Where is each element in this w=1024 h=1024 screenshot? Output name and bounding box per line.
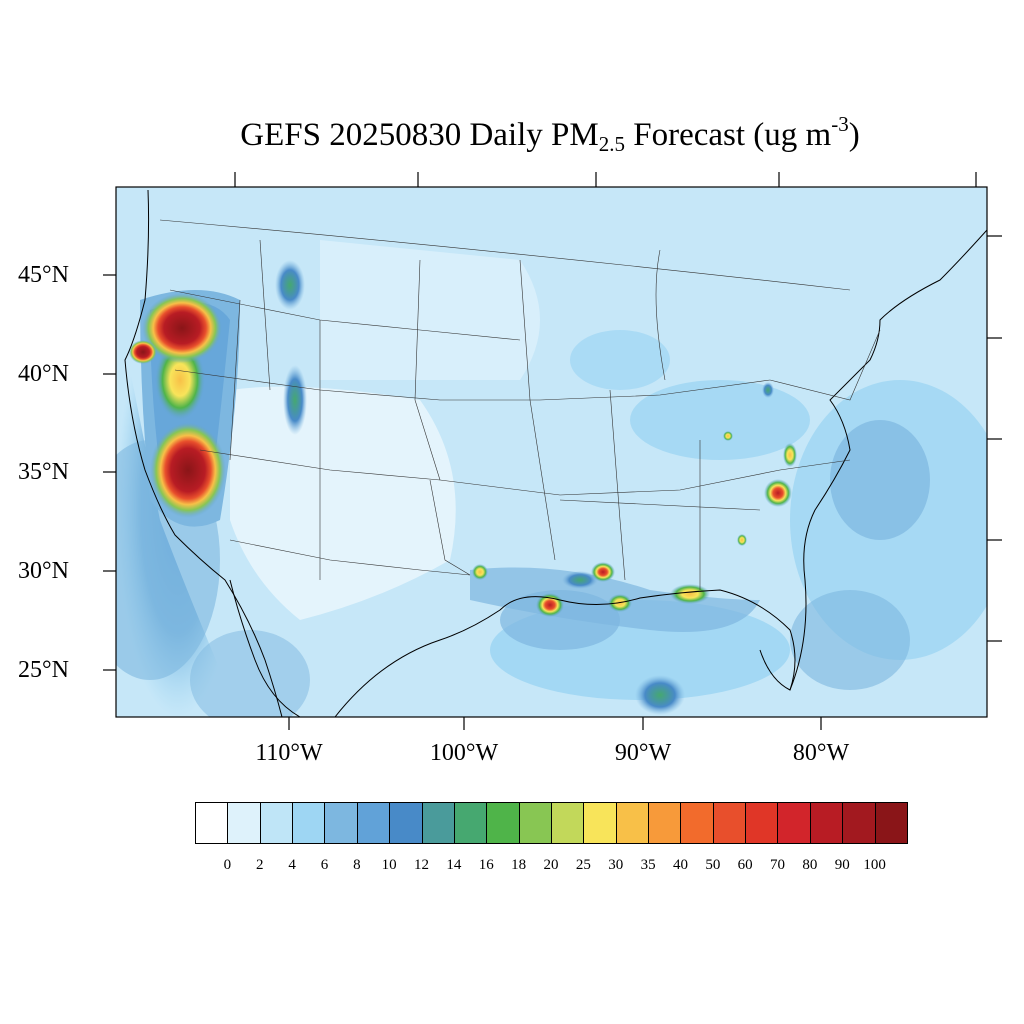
colorbar-swatch — [648, 802, 682, 844]
map-frame — [115, 186, 988, 718]
lat-label-45n: 45°N — [18, 262, 69, 288]
colorbar-swatch — [874, 802, 908, 844]
state-borders — [159, 219, 881, 590]
northern-california-fire — [150, 422, 226, 518]
map-title: GEFS 20250830 Daily PM2.5 Forecast (ug m… — [240, 112, 860, 156]
colorbar-label: 30 — [608, 857, 624, 873]
colorbar-swatch — [518, 802, 552, 844]
colorbar-label: 0 — [223, 857, 232, 873]
colorbar-swatch — [486, 802, 520, 844]
lon-label-90w: 90°W — [614, 740, 672, 766]
colorbar-label: 20 — [543, 857, 559, 873]
colorbar-swatch — [680, 802, 714, 844]
california-coast-fire — [129, 340, 157, 364]
colorbar-label: 50 — [705, 857, 721, 873]
colorbar-label: 4 — [288, 857, 296, 873]
colorbar-label: 100 — [863, 857, 886, 873]
colorbar-swatch — [324, 802, 358, 844]
colorbar-swatch — [842, 802, 876, 844]
colorbar-swatch — [356, 802, 391, 844]
colorbar-label: 10 — [381, 857, 397, 873]
colorbar-swatch — [227, 802, 261, 844]
colorbar-swatch — [809, 802, 844, 844]
colorbar-label: 16 — [478, 857, 494, 873]
colorbar-label: 90 — [834, 857, 850, 873]
colorbar-swatch — [195, 802, 229, 844]
alabama-gulf-hotspot — [670, 584, 710, 604]
colorbar-label: 60 — [737, 857, 753, 873]
coastlines — [124, 189, 987, 717]
colorbar-label: 12 — [414, 857, 430, 873]
colorbar-swatch — [453, 802, 488, 844]
lat-label-25n: 25°N — [18, 657, 69, 683]
colorbar-label: 2 — [255, 857, 264, 873]
louisiana-east-hotspot — [591, 562, 615, 582]
lat-label-30n: 30°N — [18, 558, 69, 584]
map-field — [116, 187, 987, 717]
lon-label-80w: 80°W — [792, 740, 850, 766]
colorbar-swatch — [389, 802, 423, 844]
colorbar-label: 14 — [446, 857, 462, 873]
colorbar-swatch — [259, 802, 294, 844]
lat-label-40n: 40°N — [18, 361, 69, 387]
colorbar-label: 18 — [511, 857, 527, 873]
colorbar-swatch — [421, 802, 455, 844]
colorbar-label: 8 — [353, 857, 361, 873]
colorbar-label: 70 — [770, 857, 786, 873]
lat-label-35n: 35°N — [18, 459, 69, 485]
colorbar-label: 80 — [802, 857, 818, 873]
south-carolina-hotspot — [764, 479, 792, 507]
lon-label-100w: 100°W — [429, 740, 499, 766]
colorbar-label: 40 — [672, 857, 688, 873]
oregon-fire — [142, 293, 222, 363]
colorbar-swatch — [550, 802, 585, 844]
colorbar-swatch — [583, 802, 617, 844]
axis-ticks — [103, 172, 1002, 730]
colorbar-swatch — [712, 802, 747, 844]
lon-label-110w: 110°W — [255, 740, 323, 766]
colorbar-swatch — [615, 802, 650, 844]
colorbar-label: 6 — [320, 857, 329, 873]
colorbar-swatch — [292, 802, 326, 844]
colorbar-label: 25 — [575, 857, 591, 873]
colorbar — [195, 802, 908, 844]
colorbar-swatch — [777, 802, 811, 844]
colorbar-label: 35 — [640, 857, 656, 873]
colorbar-swatch — [745, 802, 779, 844]
